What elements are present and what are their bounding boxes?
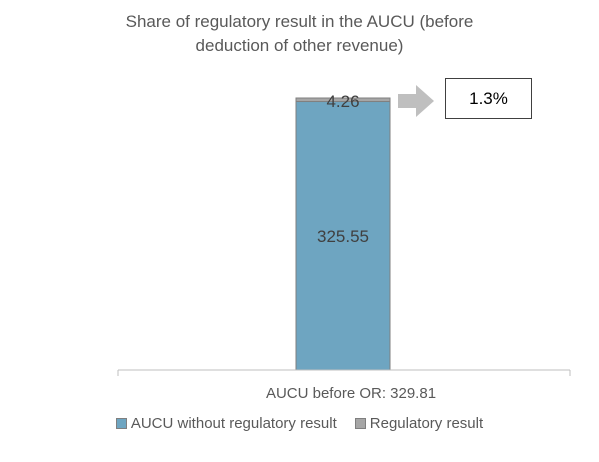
arrow-icon (398, 85, 434, 117)
legend-label-aucu-without-regulatory-result: AUCU without regulatory result (130, 415, 337, 432)
legend-swatch-aucu-without-regulatory-result (115, 418, 127, 429)
bar-segment-regulatory-result (295, 97, 391, 103)
legend-label-regulatory-result: Regulatory result (369, 415, 484, 432)
legend-item-regulatory-result: Regulatory result (354, 415, 484, 432)
data-label-regulatory-result: 4.26 (326, 92, 359, 111)
legend-item-aucu-without-regulatory-result: AUCU without regulatory result (115, 415, 337, 432)
data-label-aucu-without-regulatory-result: 325.55 (317, 227, 369, 246)
chart-title-line-2: deduction of other revenue) (195, 36, 404, 55)
legend-swatch-regulatory-result (354, 418, 366, 429)
chart-title: Share of regulatory result in the AUCU (… (0, 10, 599, 58)
x-category-label: AUCU before OR: 329.81 (266, 385, 436, 402)
share-annotation-box: 1.3% (445, 78, 532, 119)
chart-title-line-1: Share of regulatory result in the AUCU (… (125, 12, 474, 31)
share-annotation-label: 1.3% (469, 88, 508, 108)
legend: AUCU without regulatory result Regulator… (0, 415, 599, 432)
bar-segment-aucu-without-regulatory-result (295, 101, 391, 371)
